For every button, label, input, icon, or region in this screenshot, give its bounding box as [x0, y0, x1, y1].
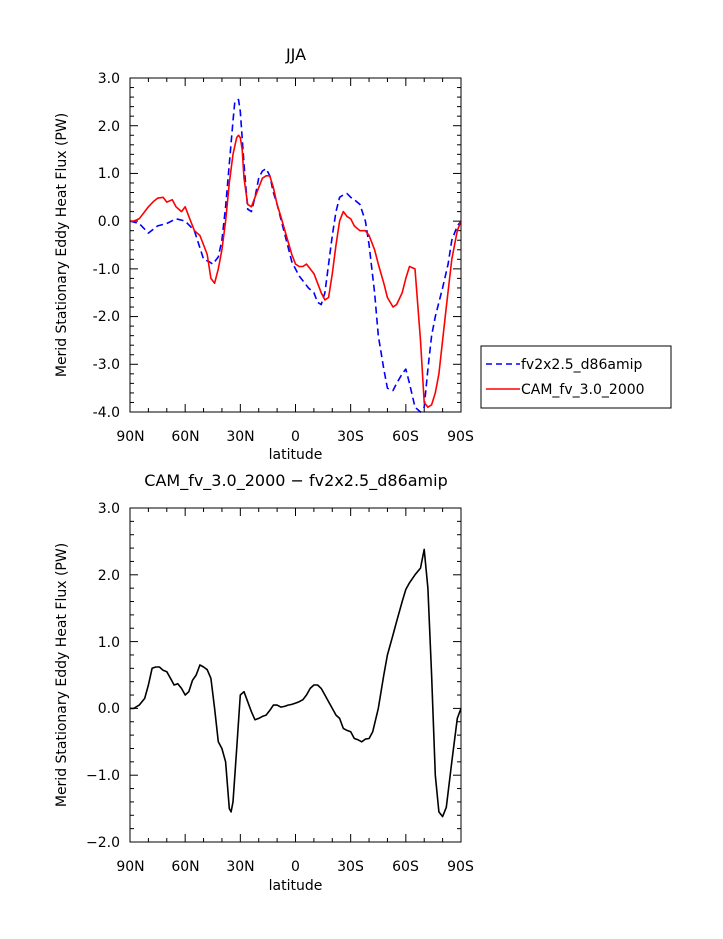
y-tick-label: −1.0: [86, 768, 120, 784]
y-tick-label: −2.0: [86, 835, 120, 851]
chart-top-y-tick-labels: 3.0 2.0 1.0 0.0 -1.0 -2.0 -3.0 -4.0: [93, 71, 120, 421]
y-tick-label: 2.0: [98, 119, 120, 135]
x-tick-label: 60S: [392, 859, 419, 875]
x-tick-label: 90N: [116, 429, 144, 445]
y-tick-label: 3.0: [98, 501, 120, 517]
y-tick-label: 0.0: [98, 214, 120, 230]
x-tick-label: 90N: [116, 859, 144, 875]
legend-box: [480, 345, 672, 409]
x-tick-label: 60N: [171, 429, 199, 445]
chart-bottom-series-line-0: [130, 548, 462, 818]
y-tick-label: -2.0: [93, 309, 120, 325]
chart-top-series-line-0: [129, 98, 462, 413]
x-tick-label: 30S: [337, 859, 364, 875]
chart-top-legend: fv2x2.5_d86amip CAM_fv_3.0_2000: [480, 345, 672, 409]
chart-bottom-title: CAM_fv_3.0_2000 − fv2x2.5_d86amip: [144, 471, 447, 491]
chart-bottom-x-tick-labels: 90N 60N 30N 0 30S 60S 90S: [116, 859, 474, 875]
chart-top-x-tick-labels: 90N 60N 30N 0 30S 60S 90S: [116, 429, 474, 445]
x-tick-label: 90S: [447, 859, 474, 875]
chart-top-plot-frame: [129, 77, 462, 413]
y-tick-label: -4.0: [93, 405, 120, 421]
chart-bottom-plot-frame: [129, 507, 462, 843]
x-tick-label: 90S: [447, 429, 474, 445]
y-tick-label: -3.0: [93, 357, 120, 373]
legend-label-fv2x2.5: fv2x2.5_d86amip: [521, 357, 642, 373]
legend-label-cam-fv: CAM_fv_3.0_2000: [521, 382, 645, 398]
y-tick-label: -1.0: [93, 262, 120, 278]
x-tick-label: 0: [291, 429, 300, 445]
chart-top-x-axis-label: latitude: [269, 447, 323, 463]
x-tick-label: 0: [291, 859, 300, 875]
x-tick-label: 30N: [226, 429, 254, 445]
chart-top-y-axis-label: Merid Stationary Eddy Heat Flux (PW): [54, 113, 70, 377]
x-tick-label: 30N: [226, 859, 254, 875]
y-tick-label: 1.0: [98, 166, 120, 182]
y-tick-label: 1.0: [98, 635, 120, 651]
x-tick-label: 60S: [392, 429, 419, 445]
chart-top-series-line-1: [130, 134, 462, 409]
chart-bottom-y-axis-label: Merid Stationary Eddy Heat Flux (PW): [54, 543, 70, 807]
y-tick-label: 0.0: [98, 701, 120, 717]
x-tick-label: 60N: [171, 859, 199, 875]
chart-bottom-x-axis-label: latitude: [269, 878, 323, 894]
chart-top-title: JJA: [285, 45, 306, 64]
chart-top: JJA 90N 60N 30N 0 30S 60S 90S latitude 3…: [54, 45, 672, 463]
y-tick-label: 2.0: [98, 568, 120, 584]
y-tick-label: 3.0: [98, 71, 120, 87]
x-tick-label: 30S: [337, 429, 364, 445]
chart-bottom-y-tick-labels: 3.0 2.0 1.0 0.0 −1.0 −2.0: [86, 501, 120, 851]
chart-bottom: CAM_fv_3.0_2000 − fv2x2.5_d86amip 90N 60…: [54, 471, 474, 894]
